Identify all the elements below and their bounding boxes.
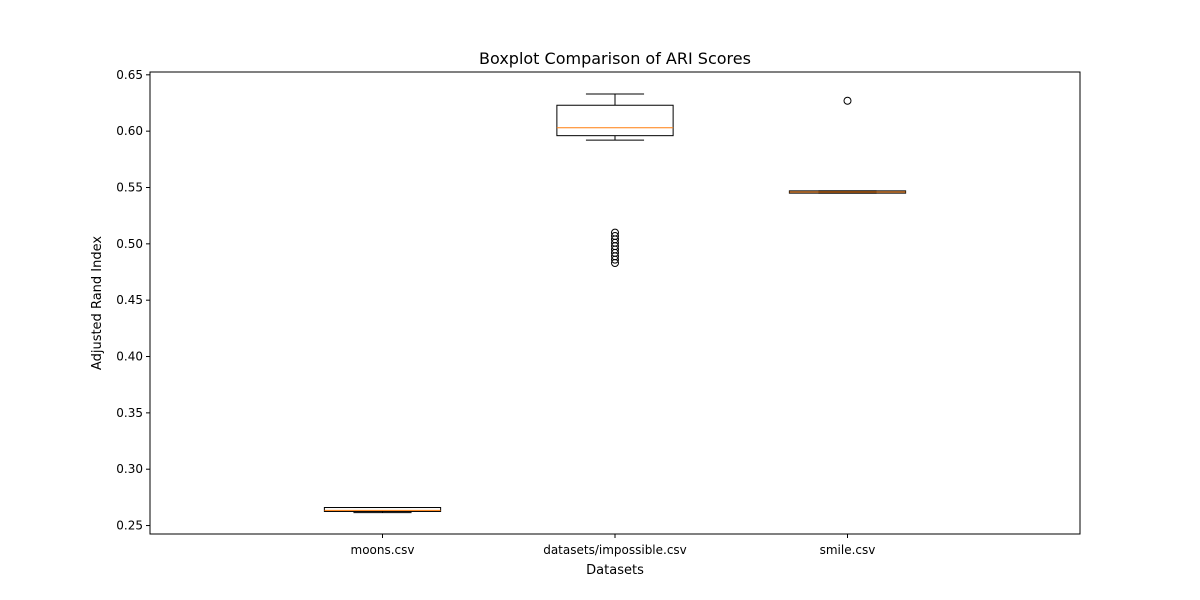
x-tick-label: moons.csv	[351, 543, 415, 557]
x-tick-label: datasets/impossible.csv	[543, 543, 687, 557]
x-axis-label: Datasets	[586, 563, 644, 578]
y-tick-label: 0.55	[116, 181, 143, 195]
y-tick-label: 0.25	[116, 519, 143, 533]
box-iqr	[323, 507, 442, 512]
y-tick-label: 0.35	[116, 406, 143, 420]
y-tick-label: 0.30	[116, 462, 143, 476]
y-tick-label: 0.60	[116, 124, 143, 138]
y-tick-label: 0.45	[116, 293, 143, 307]
box-iqr	[556, 104, 674, 137]
box-group	[556, 93, 674, 267]
outlier-point	[611, 228, 619, 237]
y-tick-label: 0.40	[116, 350, 143, 364]
y-axis-label: Adjusted Rand Index	[90, 236, 105, 370]
box-group	[788, 96, 907, 194]
box-group	[323, 507, 442, 514]
chart-title: Boxplot Comparison of ARI Scores	[479, 49, 751, 68]
plot-content	[323, 93, 907, 514]
x-axis: moons.csv datasets/impossible.csv smile.cs…	[351, 534, 876, 557]
outlier-point	[843, 96, 852, 105]
y-tick-label: 0.65	[116, 68, 143, 82]
outlier-point	[611, 231, 619, 240]
x-tick-label: smile.csv	[820, 543, 876, 557]
plot-area-frame	[149, 71, 1081, 535]
y-tick-label: 0.50	[116, 237, 143, 251]
y-axis: 0.25 0.30 0.35 0.40 0.45 0.50 0.55 0.60 0.65	[116, 68, 150, 533]
